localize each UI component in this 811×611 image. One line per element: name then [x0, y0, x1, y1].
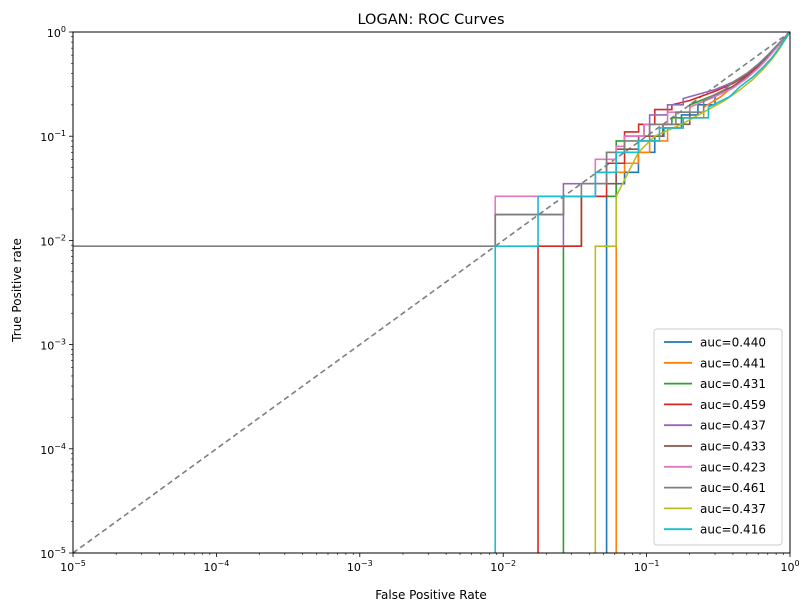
x-tick-label: 10−3	[347, 559, 373, 574]
y-tick-label: 10−2	[40, 233, 66, 248]
y-tick-label: 10−4	[40, 442, 66, 457]
y-tick-label: 10−1	[40, 129, 66, 144]
series-line-10	[494, 32, 790, 553]
legend-label-4: auc=0.459	[700, 398, 766, 412]
legend-label-7: auc=0.423	[700, 460, 766, 474]
legend-label-2: auc=0.441	[700, 356, 766, 370]
legend-label-5: auc=0.437	[700, 419, 766, 433]
x-tick-label: 10−1	[634, 559, 660, 574]
x-tick-label: 10−4	[204, 559, 230, 574]
plot-area	[73, 32, 790, 553]
y-tick-label: 10−3	[40, 338, 66, 353]
legend-label-3: auc=0.431	[700, 377, 766, 391]
y-axis-label: True Positive rate	[10, 238, 24, 343]
x-tick-label: 10−5	[60, 559, 86, 574]
legend-label-8: auc=0.461	[700, 481, 766, 495]
axis-ticks: 10−5 10−4 10−3 10−2 10−1 100 10−5 10−4 10−3 10−2 1…	[40, 25, 799, 574]
x-axis-label: False Positive Rate	[375, 588, 487, 602]
y-tick-label: 100	[47, 25, 66, 40]
legend-label-9: auc=0.437	[700, 502, 766, 516]
series-line-8	[73, 32, 790, 247]
series-line-9	[594, 32, 790, 553]
legend: auc=0.440 auc=0.441 auc=0.431 auc=0.459 auc=…	[653, 328, 783, 546]
x-tick-label: 10−2	[490, 559, 516, 574]
reference-diagonal-line	[73, 32, 790, 553]
plot-frame	[72, 31, 791, 554]
chart-title: LOGAN: ROC Curves	[357, 12, 504, 28]
x-tick-label: 100	[780, 559, 799, 574]
legend-label-6: auc=0.433	[700, 440, 766, 454]
legend-label-1: auc=0.440	[700, 336, 766, 350]
y-tick-label: 10−5	[40, 546, 66, 561]
legend-label-10: auc=0.416	[700, 523, 766, 537]
